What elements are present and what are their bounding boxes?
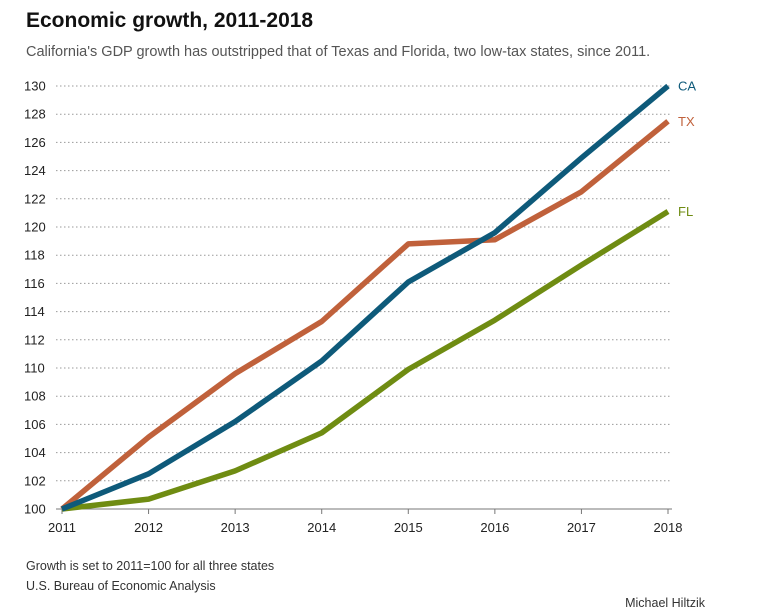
x-tick-label-2013: 2013 — [221, 520, 250, 535]
series-line-ca — [60, 83, 670, 512]
y-tick-label-110: 110 — [24, 361, 45, 376]
series-lines — [60, 83, 670, 512]
chart-note: Growth is set to 2011=100 for all three … — [26, 559, 275, 573]
y-gridlines — [56, 85, 672, 514]
y-tick-label-126: 126 — [24, 135, 46, 150]
y-tick-label-130: 130 — [24, 79, 46, 94]
chart-byline: Michael Hiltzik — [625, 596, 705, 610]
series-label-fl: FL — [678, 204, 693, 219]
y-tick-label-114: 114 — [24, 304, 45, 319]
series-end-labels: FL TX CA — [678, 79, 696, 219]
y-tick-label-116: 116 — [24, 276, 45, 291]
x-tick-label-2011: 2011 — [48, 520, 76, 535]
x-tick-label-2012: 2012 — [134, 520, 163, 535]
chart-source: U.S. Bureau of Economic Analysis — [26, 579, 216, 593]
chart-title: Economic growth, 2011-2018 — [26, 9, 314, 32]
x-tick-label-2016: 2016 — [480, 520, 509, 535]
y-tick-label-108: 108 — [24, 389, 46, 404]
series-label-ca: CA — [678, 79, 696, 94]
y-tick-label-104: 104 — [24, 445, 46, 460]
series-label-tx: TX — [678, 114, 695, 129]
y-tick-label-128: 128 — [24, 107, 46, 122]
x-tick-label-2015: 2015 — [394, 520, 423, 535]
series-line-tx — [60, 119, 670, 512]
y-tick-label-102: 102 — [24, 473, 46, 488]
x-tick-label-2014: 2014 — [307, 520, 336, 535]
x-tick-label-2018: 2018 — [654, 520, 683, 535]
chart-subtitle: California's GDP growth has outstripped … — [26, 44, 651, 60]
x-axis-tick-labels: 2011 2012 2013 2014 2015 2016 2017 2018 — [48, 520, 682, 535]
y-tick-label-122: 122 — [24, 191, 46, 206]
y-tick-label-106: 106 — [24, 417, 46, 432]
y-tick-label-124: 124 — [24, 163, 46, 178]
y-tick-label-120: 120 — [24, 220, 46, 235]
x-tick-label-2017: 2017 — [567, 520, 596, 535]
y-tick-label-100: 100 — [24, 502, 46, 517]
y-tick-label-112: 112 — [24, 332, 45, 347]
series-line-fl — [61, 209, 670, 512]
y-axis-tick-labels: 100 102 104 106 108 110 112 114 116 118 120 122 124 1… — [24, 79, 46, 517]
y-tick-label-118: 118 — [24, 248, 45, 263]
